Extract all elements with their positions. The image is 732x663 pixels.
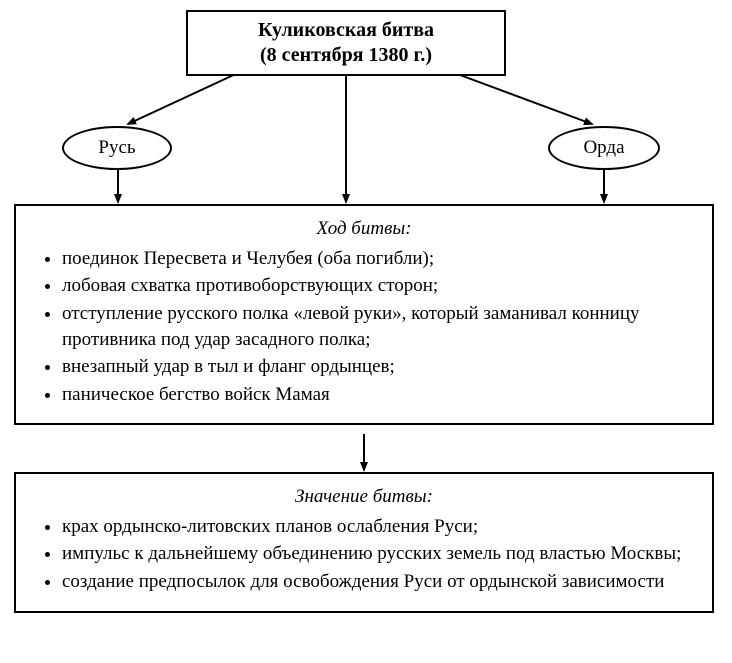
title-line1: Куликовская битва: [202, 18, 490, 43]
arrow: [452, 72, 592, 124]
course-item: отступление русского полка «левой руки»,…: [62, 301, 694, 352]
course-item: лобовая схватка противоборствующих сторо…: [62, 273, 694, 299]
meaning-item: крах ордынско-литовских планов ослаблени…: [62, 514, 694, 540]
title-line2: (8 сентября 1380 г.): [202, 43, 490, 68]
diagram-canvas: Куликовская битва (8 сентября 1380 г.) Р…: [0, 0, 732, 663]
meaning-item: импульс к дальнейшему объединению русски…: [62, 541, 694, 567]
meaning-heading: Значение битвы:: [34, 484, 694, 510]
meaning-list: крах ордынско-литовских планов ослаблени…: [34, 514, 694, 595]
side-left-label: Русь: [98, 137, 135, 159]
title-box: Куликовская битва (8 сентября 1380 г.): [186, 10, 506, 76]
course-item: внезапный удар в тыл и фланг ордынцев;: [62, 354, 694, 380]
meaning-item: создание предпосылок для освобождения Ру…: [62, 569, 694, 595]
arrow: [128, 72, 240, 124]
course-item: поединок Пересвета и Челубея (оба погибл…: [62, 246, 694, 272]
course-item: паническое бегство войск Мамая: [62, 382, 694, 408]
course-heading: Ход битвы:: [34, 216, 694, 242]
meaning-box: Значение битвы: крах ордынско-литовских …: [14, 472, 714, 613]
side-right-label: Орда: [583, 137, 624, 159]
course-box: Ход битвы: поединок Пересвета и Челубея …: [14, 204, 714, 425]
course-list: поединок Пересвета и Челубея (оба погибл…: [34, 246, 694, 408]
side-left-ellipse: Русь: [62, 126, 172, 170]
side-right-ellipse: Орда: [548, 126, 660, 170]
